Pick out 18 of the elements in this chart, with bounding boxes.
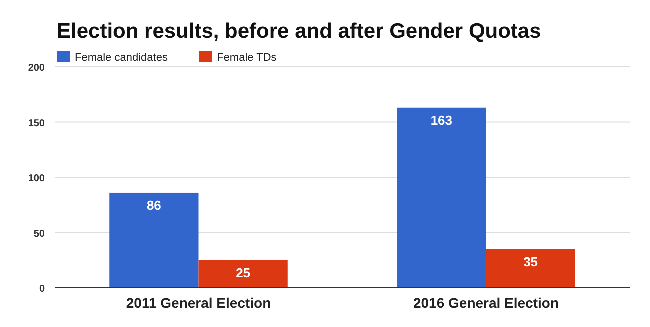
legend-label: Female TDs [217, 52, 278, 64]
bar [486, 249, 576, 288]
data-label: 86 [146, 198, 162, 213]
y-tick-label: 200 [28, 63, 46, 74]
y-tick-label: 150 [28, 118, 46, 130]
y-tick-label: 50 [34, 228, 46, 240]
y-tick-label: 100 [28, 174, 46, 184]
x-tick-label: 2016 General Election [413, 295, 560, 311]
y-tick-label: 0 [39, 284, 46, 295]
chart-title: Election results, before and after Gender Quotas [57, 20, 542, 43]
data-label: 25 [236, 265, 251, 280]
data-label: 35 [524, 254, 538, 270]
x-tick-label: 2011 General Election [126, 295, 272, 311]
bar [397, 108, 486, 288]
legend-label: Female candidates [75, 52, 168, 64]
bar [110, 192, 199, 288]
bar [198, 260, 288, 288]
data-label: 163 [430, 112, 453, 128]
